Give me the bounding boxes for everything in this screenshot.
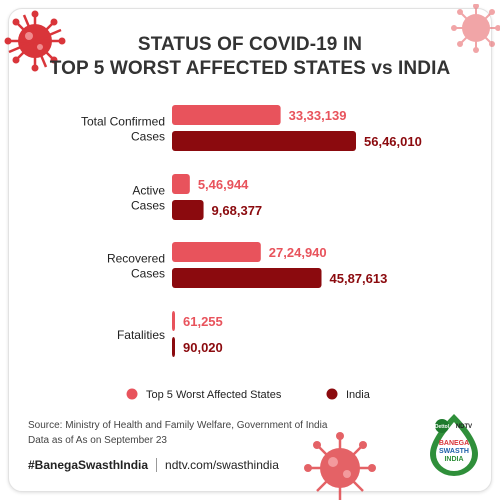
logo-line-1: BANEGA (439, 440, 469, 447)
virus-illustration-bottom (304, 432, 376, 500)
category-label: Total Confirmed (81, 115, 165, 129)
bar-states (172, 311, 175, 331)
data-label: 9,68,377 (212, 203, 263, 218)
footer-url-link[interactable]: ndtv.com/swasthindia (165, 458, 279, 472)
legend-label: India (346, 389, 371, 401)
chart-title-line-2: TOP 5 WORST AFFECTED STATES vs INDIA (49, 58, 451, 79)
legend-swatch (326, 388, 338, 400)
data-label: 56,46,010 (364, 134, 422, 149)
logo-line-2: SWASTH (439, 448, 469, 455)
source-note: Source: Ministry of Health and Family We… (28, 420, 328, 431)
footer: #BanegaSwasthIndia ndtv.com/swasthindia (28, 458, 279, 472)
data-label: 5,46,944 (198, 177, 249, 192)
bar-india (172, 131, 356, 151)
legend-swatch (126, 388, 138, 400)
category-label: Cases (131, 199, 165, 213)
category-label: Fatalities (117, 328, 165, 342)
bar-chart: Total ConfirmedCases33,33,13956,46,010Ac… (81, 105, 422, 401)
data-label: 27,24,940 (269, 245, 327, 260)
data-label: 61,255 (183, 314, 223, 329)
category-label: Recovered (107, 252, 165, 266)
data-date-note: Data as of As on September 23 (28, 435, 167, 446)
legend-label: Top 5 Worst Affected States (146, 389, 282, 401)
footer-hashtag[interactable]: #BanegaSwasthIndia (28, 458, 149, 472)
virus-illustration-top-left (4, 10, 66, 72)
bar-india (172, 268, 322, 288)
logo-ndtv: NDTV (456, 424, 472, 430)
data-label: 90,020 (183, 340, 223, 355)
virus-illustration-top-right (451, 4, 500, 53)
data-label: 33,33,139 (289, 108, 347, 123)
logo-line-3: INDIA (444, 456, 463, 463)
category-label: Cases (131, 267, 165, 281)
bar-india (172, 337, 175, 357)
bar-states (172, 242, 261, 262)
category-label: Active (132, 184, 165, 198)
bar-india (172, 200, 204, 220)
chart-title-line-1: STATUS OF COVID-19 IN (137, 34, 363, 55)
logo-brand-top: Dettol (435, 424, 450, 430)
category-label: Cases (131, 130, 165, 144)
footer-divider (156, 458, 158, 472)
bar-states (172, 174, 190, 194)
bar-states (172, 105, 281, 125)
data-label: 45,87,613 (330, 271, 388, 286)
banega-swasth-india-logo: Dettol NDTV BANEGA SWASTH INDIA (430, 414, 478, 476)
